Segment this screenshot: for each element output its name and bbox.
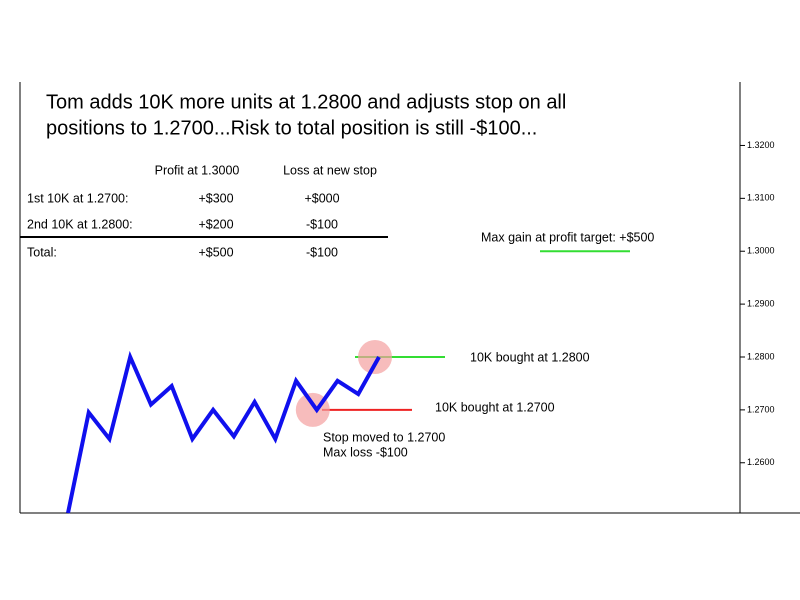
price-line xyxy=(66,350,381,514)
y-tick-label: 1.2900 xyxy=(747,298,775,308)
y-tick-label: 1.3200 xyxy=(747,140,775,150)
table-cell: +$300 xyxy=(198,191,233,205)
annotation: Max loss -$100 xyxy=(323,445,408,459)
title-line: Tom adds 10K more units at 1.2800 and ad… xyxy=(46,91,566,113)
annotation: Max gain at profit target: +$500 xyxy=(481,230,654,244)
annotation: 10K bought at 1.2700 xyxy=(435,400,555,414)
table-cell: Total: xyxy=(27,245,57,259)
table-header: Profit at 1.3000 xyxy=(155,163,240,177)
table-cell: 1st 10K at 1.2700: xyxy=(27,191,128,205)
table-cell: +$000 xyxy=(304,191,339,205)
table-cell: 2nd 10K at 1.2800: xyxy=(27,217,133,231)
y-tick-label: 1.3100 xyxy=(747,193,775,203)
y-tick-label: 1.2700 xyxy=(747,404,775,414)
table-cell: +$500 xyxy=(198,245,233,259)
y-tick-label: 1.2600 xyxy=(747,457,775,467)
table-cell: -$100 xyxy=(306,217,338,231)
annotation: 10K bought at 1.2800 xyxy=(470,350,590,364)
annotation: Stop moved to 1.2700 xyxy=(323,430,445,444)
y-tick-label: 1.3000 xyxy=(747,246,775,256)
table-cell: +$200 xyxy=(198,217,233,231)
table-cell: -$100 xyxy=(306,245,338,259)
title-line: positions to 1.2700...Risk to total posi… xyxy=(46,117,537,139)
highlight xyxy=(358,339,392,374)
y-tick-label: 1.2800 xyxy=(747,351,775,361)
table-header: Loss at new stop xyxy=(283,163,377,177)
